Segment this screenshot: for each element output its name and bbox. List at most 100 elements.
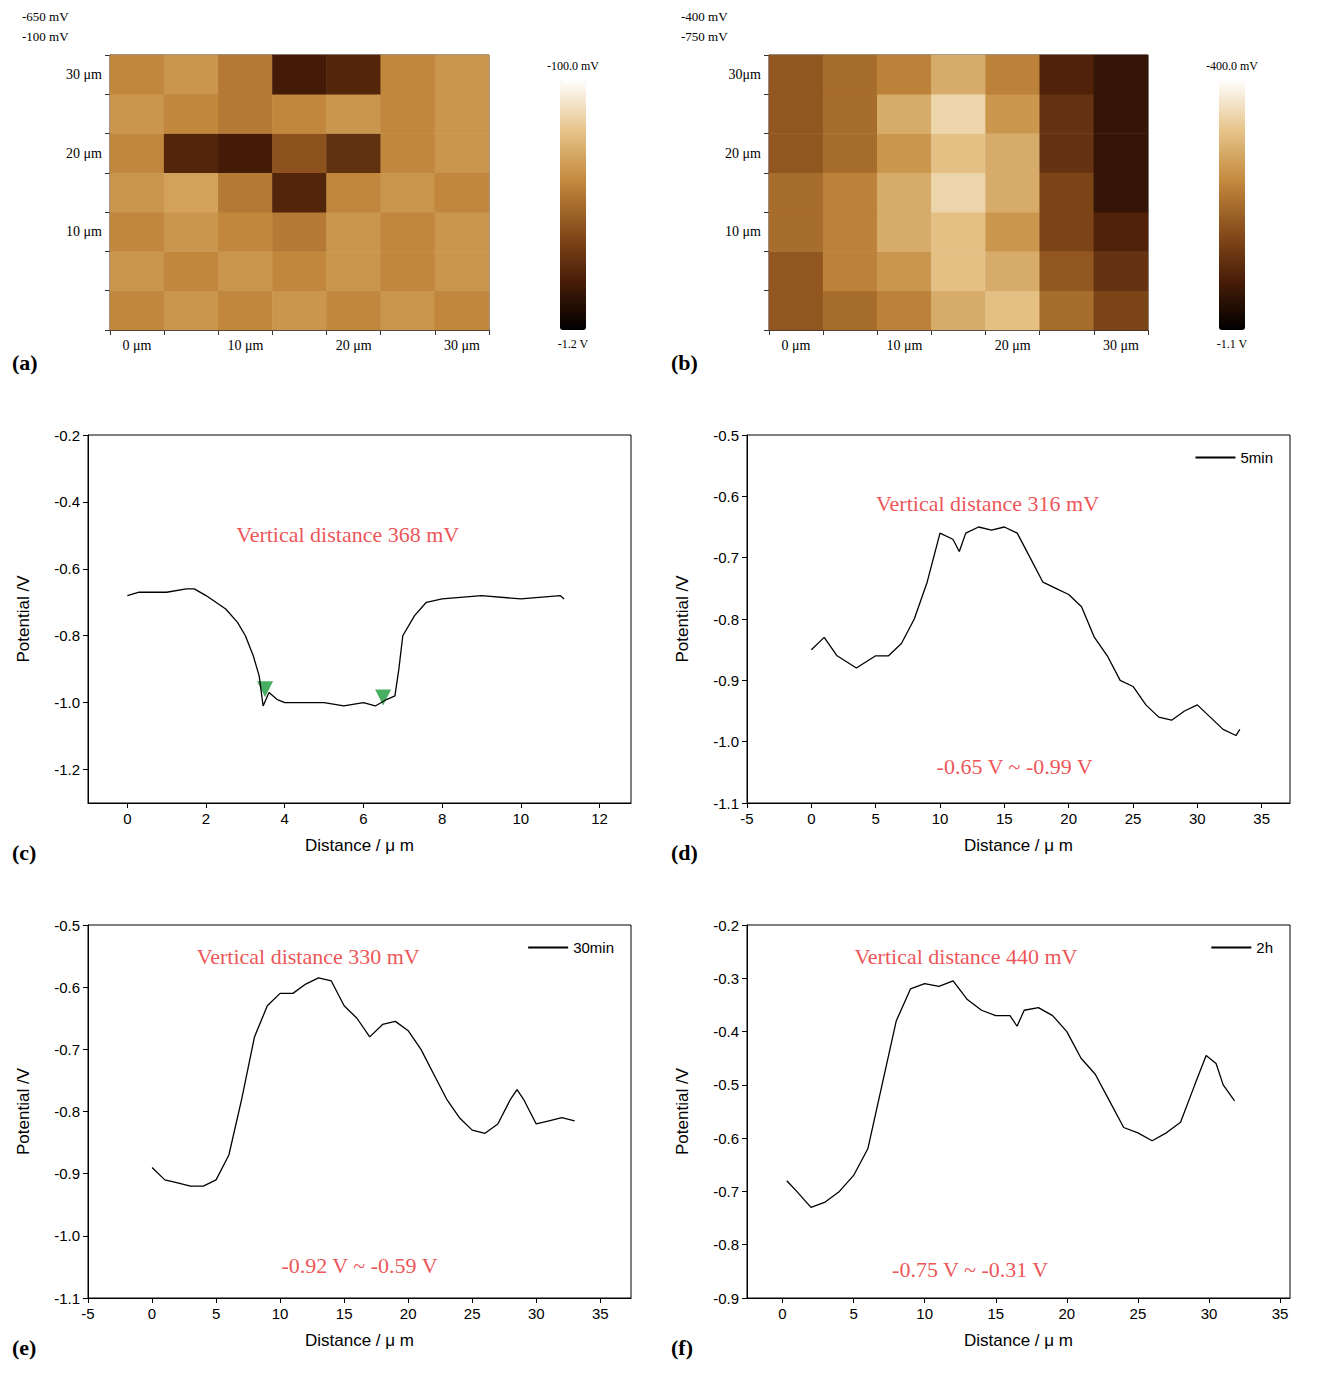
svg-text:20: 20: [400, 1305, 417, 1322]
svg-text:Potential /V: Potential /V: [673, 575, 692, 663]
svg-text:30 μm: 30 μm: [444, 338, 480, 353]
svg-text:Potential /V: Potential /V: [673, 1067, 692, 1155]
svg-text:-750 mV: -750 mV: [681, 29, 728, 44]
svg-text:6: 6: [359, 810, 367, 827]
svg-text:30: 30: [1189, 810, 1206, 827]
svg-text:10 μm: 10 μm: [66, 224, 102, 239]
svg-text:-0.8: -0.8: [713, 1236, 739, 1253]
svg-text:-650 mV: -650 mV: [22, 9, 69, 24]
svg-text:2h: 2h: [1256, 939, 1273, 956]
svg-text:-0.4: -0.4: [713, 1023, 739, 1040]
svg-text:4: 4: [281, 810, 289, 827]
svg-text:0: 0: [123, 810, 131, 827]
svg-text:10: 10: [272, 1305, 289, 1322]
svg-text:0: 0: [807, 810, 815, 827]
svg-text:(c): (c): [12, 840, 36, 865]
svg-text:-0.6: -0.6: [713, 488, 739, 505]
svg-text:10 μm: 10 μm: [725, 224, 761, 239]
svg-text:-0.7: -0.7: [54, 1041, 80, 1058]
svg-text:-1.0: -1.0: [54, 694, 80, 711]
svg-text:5: 5: [872, 810, 880, 827]
svg-text:20 μm: 20 μm: [66, 146, 102, 161]
svg-text:(b): (b): [671, 350, 698, 375]
svg-text:-0.7: -0.7: [713, 1183, 739, 1200]
svg-text:5: 5: [212, 1305, 220, 1322]
svg-text:-0.8: -0.8: [713, 611, 739, 628]
svg-text:-1.2: -1.2: [54, 761, 80, 778]
svg-text:-0.8: -0.8: [54, 627, 80, 644]
svg-text:0 μm: 0 μm: [123, 338, 152, 353]
svg-text:Distance / μ m: Distance / μ m: [964, 836, 1073, 855]
svg-text:-5: -5: [740, 810, 753, 827]
svg-text:5min: 5min: [1240, 449, 1273, 466]
svg-text:-0.2: -0.2: [713, 917, 739, 934]
svg-text:-0.6: -0.6: [54, 560, 80, 577]
svg-text:(d): (d): [671, 840, 698, 865]
svg-text:-0.5: -0.5: [713, 1076, 739, 1093]
svg-text:12: 12: [591, 810, 608, 827]
svg-text:10: 10: [512, 810, 529, 827]
svg-text:-0.2: -0.2: [54, 427, 80, 444]
svg-text:-0.65 V ~ -0.99 V: -0.65 V ~ -0.99 V: [937, 754, 1093, 779]
svg-text:-0.4: -0.4: [54, 493, 80, 510]
svg-text:10 μm: 10 μm: [227, 338, 263, 353]
svg-text:(f): (f): [671, 1335, 693, 1360]
svg-text:(a): (a): [12, 350, 38, 375]
svg-text:-100.0 mV: -100.0 mV: [547, 59, 599, 73]
svg-text:25: 25: [1130, 1305, 1147, 1322]
svg-text:-0.9: -0.9: [713, 1290, 739, 1307]
svg-text:Distance / μ m: Distance / μ m: [305, 1331, 414, 1350]
svg-text:5: 5: [849, 1305, 857, 1322]
svg-text:-0.8: -0.8: [54, 1103, 80, 1120]
svg-text:10: 10: [916, 1305, 933, 1322]
svg-text:30: 30: [1201, 1305, 1218, 1322]
svg-text:30: 30: [528, 1305, 545, 1322]
svg-text:Vertical distance 330 mV: Vertical distance 330 mV: [197, 944, 420, 969]
svg-text:35: 35: [1253, 810, 1270, 827]
svg-text:0: 0: [778, 1305, 786, 1322]
svg-text:20: 20: [1058, 1305, 1075, 1322]
svg-text:-100 mV: -100 mV: [22, 29, 69, 44]
svg-text:Vertical distance 316 mV: Vertical distance 316 mV: [876, 491, 1099, 516]
svg-text:15: 15: [987, 1305, 1004, 1322]
svg-text:-0.6: -0.6: [54, 979, 80, 996]
svg-text:0 μm: 0 μm: [782, 338, 811, 353]
svg-text:Distance / μ m: Distance / μ m: [305, 836, 414, 855]
svg-text:-0.6: -0.6: [713, 1130, 739, 1147]
svg-text:-0.9: -0.9: [713, 672, 739, 689]
svg-text:25: 25: [1125, 810, 1142, 827]
svg-text:Vertical distance 440 mV: Vertical distance 440 mV: [854, 944, 1077, 969]
svg-text:-1.1 V: -1.1 V: [1217, 337, 1248, 351]
svg-text:20 μm: 20 μm: [336, 338, 372, 353]
svg-text:25: 25: [464, 1305, 481, 1322]
svg-text:-1.1: -1.1: [713, 795, 739, 812]
svg-text:10: 10: [932, 810, 949, 827]
svg-text:30 μm: 30 μm: [66, 67, 102, 82]
svg-text:-0.92 V ~ -0.59 V: -0.92 V ~ -0.59 V: [281, 1253, 437, 1278]
svg-text:20 μm: 20 μm: [725, 146, 761, 161]
svg-text:-1.1: -1.1: [54, 1290, 80, 1307]
svg-text:-400 mV: -400 mV: [681, 9, 728, 24]
svg-text:30min: 30min: [573, 939, 614, 956]
svg-text:Potential /V: Potential /V: [14, 575, 33, 663]
svg-text:Potential /V: Potential /V: [14, 1067, 33, 1155]
svg-text:15: 15: [996, 810, 1013, 827]
svg-text:10 μm: 10 μm: [886, 338, 922, 353]
svg-text:-0.5: -0.5: [54, 917, 80, 934]
svg-text:35: 35: [1272, 1305, 1289, 1322]
svg-text:20: 20: [1060, 810, 1077, 827]
svg-text:2: 2: [202, 810, 210, 827]
svg-text:-0.7: -0.7: [713, 549, 739, 566]
svg-text:(e): (e): [12, 1335, 36, 1360]
svg-text:Vertical distance 368 mV: Vertical distance 368 mV: [236, 522, 459, 547]
svg-text:-0.9: -0.9: [54, 1165, 80, 1182]
svg-text:-5: -5: [81, 1305, 94, 1322]
svg-text:15: 15: [336, 1305, 353, 1322]
svg-text:20 μm: 20 μm: [995, 338, 1031, 353]
svg-text:0: 0: [148, 1305, 156, 1322]
svg-text:8: 8: [438, 810, 446, 827]
svg-text:-400.0 mV: -400.0 mV: [1206, 59, 1258, 73]
svg-text:35: 35: [592, 1305, 609, 1322]
svg-text:-1.0: -1.0: [713, 733, 739, 750]
svg-text:-0.75 V ~ -0.31 V: -0.75 V ~ -0.31 V: [892, 1257, 1048, 1282]
